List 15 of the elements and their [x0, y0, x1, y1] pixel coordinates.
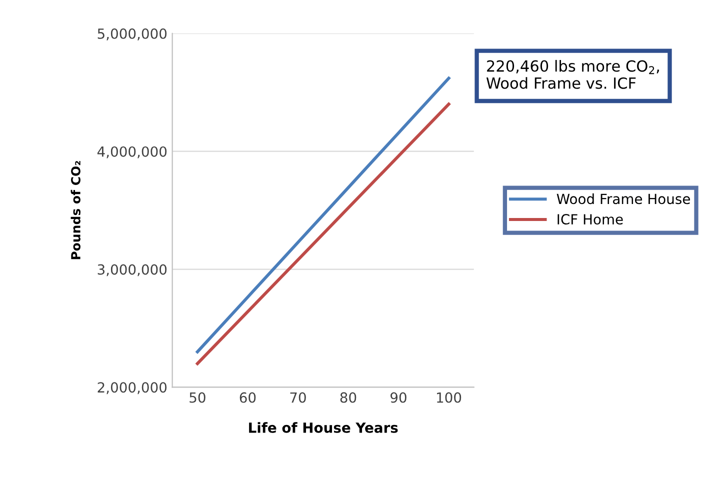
x-axis-title: Life of House Years	[249, 422, 398, 433]
y-axis-title: Pounds of CO₂	[70, 161, 80, 260]
y-tick-label: 3,000,000	[98, 264, 167, 276]
y-tick-label: 4,000,000	[97, 146, 167, 158]
text: 220,460 lbs more CO$_{2}$, Wood Frame vs. ICF	[486, 60, 659, 89]
x-tick-label: 70	[290, 392, 306, 403]
legend-label: ICF Home	[558, 214, 623, 225]
y-tick-label: 5,000,000	[98, 28, 167, 40]
x-tick-label: 100	[437, 392, 462, 403]
x-tick-label: 90	[390, 392, 406, 403]
y-tick-label: 2,000,000	[98, 382, 167, 394]
x-tick-label: 50	[190, 392, 206, 403]
x-tick-label: 80	[340, 392, 356, 403]
x-tick-label: 60	[240, 392, 256, 403]
legend-label: Wood Frame House	[556, 193, 690, 204]
